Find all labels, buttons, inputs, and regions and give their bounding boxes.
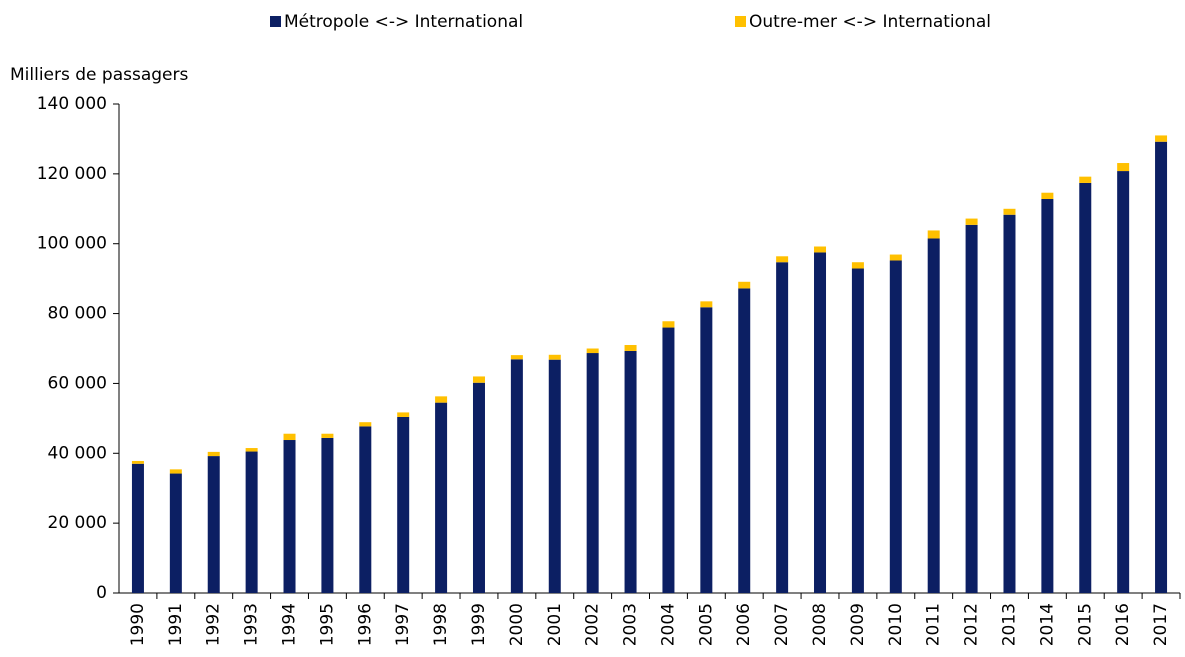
x-tick-label: 2014 [1037,603,1057,646]
x-tick-label: 2002 [583,603,603,646]
bar-segment [1079,182,1092,593]
bar-segment [131,460,144,464]
bar-segment [889,254,902,261]
bar-segment [169,473,182,593]
bar-segment [169,469,182,474]
bar-segment [245,451,258,593]
bar-segment [472,382,485,593]
x-tick-label: 1999 [469,603,489,646]
bar-segment [624,345,637,351]
bar-segment [359,422,372,427]
bar-segment [283,440,296,593]
bar-segment [472,376,485,383]
bar-segment [700,301,713,308]
bar-segment [814,252,827,594]
legend-swatch [735,16,746,27]
bar-segment [814,246,827,253]
x-tick-label: 2011 [924,603,944,646]
y-tick-label: 120 000 [37,164,107,184]
y-tick-label: 40 000 [48,443,107,463]
bar-segment [1117,163,1130,172]
bar-segment [283,433,296,441]
x-tick-label: 2003 [621,603,641,646]
x-tick-label: 2000 [507,603,527,646]
bar-segment [738,281,751,289]
x-tick-label: 2005 [696,603,716,646]
bar-segment [1003,214,1016,593]
x-tick-label: 2001 [545,603,565,646]
bar-segment [738,288,751,593]
x-tick-label: 1995 [317,603,337,646]
bar-segment [207,456,220,593]
x-tick-label: 2009 [848,603,868,646]
bar-segment [965,224,978,594]
y-tick-label: 0 [96,583,107,603]
x-tick-label: 2013 [999,603,1019,646]
y-tick-label: 140 000 [37,94,107,114]
bar-segment [700,307,713,593]
x-tick-label: 1998 [431,603,451,646]
bar-segment [927,230,940,239]
bar-segment [245,448,258,452]
y-tick-label: 80 000 [48,304,107,324]
x-tick-label: 1994 [280,603,300,646]
bar-segment [1079,176,1092,183]
x-tick-label: 1996 [355,603,375,646]
x-tick-label: 2016 [1113,603,1133,646]
legend-label: Métropole <-> International [284,12,523,32]
bar-segment [1155,141,1168,594]
x-tick-label: 1992 [204,603,224,646]
bar-segment [397,416,410,593]
bar-segment [851,262,864,269]
bar-segment [965,218,978,225]
bar-segment [548,359,561,593]
bar-segment [776,262,789,593]
x-tick-label: 1997 [393,603,413,646]
x-tick-label: 2008 [810,603,830,646]
bar-segment [889,260,902,593]
bar-segment [321,433,334,438]
bar-segment [131,463,144,593]
x-tick-label: 1991 [166,603,186,646]
x-tick-label: 1993 [242,603,262,646]
bar-segment [1041,199,1054,593]
bar-segment [662,327,675,593]
x-tick-label: 2004 [658,603,678,646]
bar-segment [624,350,637,593]
bar-segment [776,256,789,263]
bar-segment [1155,135,1168,142]
x-tick-label: 2010 [886,603,906,646]
bar-segment [851,268,864,593]
bar-segment [435,402,448,593]
y-tick-label: 100 000 [37,234,107,254]
y-axis-label: Milliers de passagers [10,65,189,85]
bar-segment [435,396,448,403]
bar-segment [1117,171,1130,593]
bar-segment [1041,192,1054,200]
bar-segment [586,353,599,593]
bar-segment [927,238,940,593]
x-tick-label: 2006 [734,603,754,646]
x-tick-label: 2015 [1075,603,1095,646]
y-tick-label: 20 000 [48,513,107,533]
legend-swatch [270,16,281,27]
bar-segment [359,426,372,593]
x-tick-label: 1990 [128,603,148,646]
bar-segment [586,348,599,354]
bar-segment [397,412,410,417]
x-tick-label: 2012 [962,603,982,646]
legend-label: Outre-mer <-> International [749,12,991,32]
x-tick-label: 2007 [772,603,792,646]
bar-segment [548,354,561,360]
bar-segment [1003,208,1016,215]
bar-segment [510,359,523,593]
y-tick-label: 60 000 [48,373,107,393]
bar-segment [510,355,523,360]
bar-segment [662,321,675,328]
x-tick-label: 2017 [1151,603,1171,646]
bar-segment [207,451,220,457]
bar-segment [321,437,334,593]
